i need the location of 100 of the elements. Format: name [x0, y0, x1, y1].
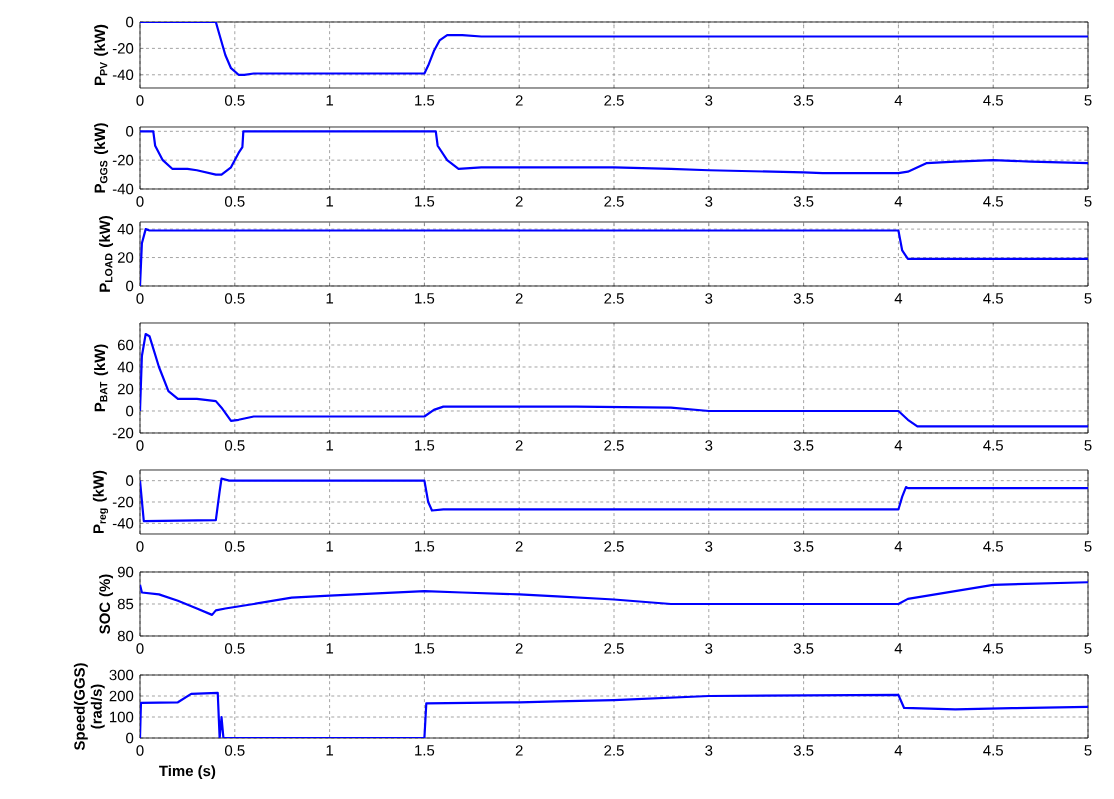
x-tick-label: 4: [894, 440, 903, 451]
y-tick-label: 100: [110, 711, 134, 723]
x-tick-label: 0.5: [224, 745, 245, 756]
x-tick-label: 2.5: [604, 95, 624, 106]
x-tick-label: 0.5: [224, 95, 245, 106]
x-tick-label: 3: [705, 745, 713, 756]
y-tick-label: 85: [117, 598, 134, 610]
x-tick-label: 3: [705, 95, 713, 106]
x-tick-label: 0: [136, 196, 144, 207]
x-tick-label: 0.5: [224, 541, 245, 552]
x-tick-label: 5: [1084, 440, 1092, 451]
y-axis-title: Speed(GGS) (rad/s): [73, 663, 105, 751]
x-tick-label: 0.5: [224, 293, 245, 304]
x-tick-label: 5: [1084, 745, 1092, 756]
y-axis-title: P$_{PV}$ (kW): [94, 24, 109, 85]
y-tick-label: 90: [117, 566, 134, 578]
y-tick-label: -20: [112, 496, 134, 508]
x-tick-label: 2: [515, 440, 523, 451]
x-tick-label: 2: [515, 196, 523, 207]
x-tick-label: 3: [705, 643, 713, 654]
x-tick-label: 2: [515, 745, 523, 756]
x-tick-label: 3: [705, 293, 713, 304]
y-tick-label: 0: [126, 16, 134, 28]
x-tick-label: 5: [1084, 293, 1092, 304]
x-tick-label: 5: [1084, 643, 1092, 654]
y-tick-label: 20: [117, 383, 134, 395]
x-tick-label: 4: [894, 293, 903, 304]
x-tick-label: 1: [326, 541, 334, 552]
x-tick-label: 0.5: [224, 440, 245, 451]
y-tick-label: -20: [112, 154, 134, 166]
y-tick-label: -40: [112, 69, 134, 81]
x-tick-label: 4.5: [983, 745, 1003, 756]
x-tick-label: 5: [1084, 541, 1092, 552]
x-tick-label: 4.5: [983, 440, 1003, 451]
x-tick-label: 2.5: [604, 745, 624, 756]
y-tick-label: 0: [126, 405, 134, 417]
y-tick-label: 0: [126, 732, 134, 744]
x-tick-label: 3.5: [793, 440, 814, 451]
x-tick-label: 1: [326, 643, 334, 654]
x-tick-label: 0: [136, 541, 144, 552]
y-tick-label: 80: [117, 630, 134, 642]
y-tick-label: 60: [117, 339, 134, 351]
y-tick-label: 0: [126, 126, 134, 137]
x-tick-label: 2: [515, 541, 523, 552]
x-tick-label: 4.5: [983, 95, 1003, 106]
x-tick-label: 0: [136, 440, 144, 451]
x-tick-label: 1.5: [415, 95, 435, 106]
x-tick-label: 4: [894, 745, 903, 756]
x-tick-label: 3.5: [793, 643, 814, 654]
line-series: [140, 691, 1089, 738]
x-tick-label: 1.5: [415, 440, 435, 451]
x-tick-label: 4.5: [983, 541, 1003, 552]
x-tick-label: 1.5: [415, 541, 435, 552]
x-tick-label: 1.5: [415, 643, 435, 654]
x-tick-label: 4.5: [983, 196, 1003, 207]
x-tick-label: 3: [705, 196, 713, 207]
y-axis-title: P$_{reg}$ (kW): [92, 470, 109, 534]
x-tick-label: 3.5: [793, 541, 814, 552]
x-tick-label: 0.5: [224, 196, 245, 207]
x-tick-label: 1: [326, 293, 334, 304]
x-tick-label: 1: [326, 95, 334, 106]
y-axis-title: P$_{GGS}$ (kW): [94, 123, 109, 193]
y-axis-title: SOC (%): [99, 574, 114, 634]
x-tick-label: 2: [515, 643, 523, 654]
x-tick-label: 2.5: [604, 541, 624, 552]
x-tick-label: 1: [326, 196, 334, 207]
x-tick-label: 5: [1084, 95, 1092, 106]
x-tick-label: 3: [705, 440, 713, 451]
x-tick-label: 4.5: [983, 293, 1003, 304]
x-tick-label: 1.5: [415, 293, 435, 304]
x-tick-label: 2: [515, 95, 523, 106]
y-tick-label: -40: [112, 518, 134, 529]
x-tick-label: 4: [894, 196, 903, 207]
y-axis-title: P$_{LOAD}$ (kW): [99, 216, 114, 292]
x-tick-label: 3.5: [793, 196, 814, 207]
y-tick-label: -40: [112, 183, 134, 195]
x-tick-label: 5: [1084, 196, 1092, 207]
x-tick-label: 4: [894, 643, 903, 654]
x-tick-label: 3: [705, 541, 713, 552]
x-tick-label: 0: [136, 745, 144, 756]
x-tick-label: 4.5: [983, 643, 1003, 654]
y-tick-label: 0: [126, 475, 134, 486]
x-tick-label: 2: [515, 293, 523, 304]
x-tick-label: 1.5: [415, 745, 435, 756]
x-tick-label: 0: [136, 643, 144, 654]
x-tick-label: 0: [136, 95, 144, 106]
y-axis-title: P$_{BAT}$ (kW): [94, 344, 109, 412]
x-tick-label: 3.5: [793, 293, 814, 304]
x-tick-label: 2.5: [604, 440, 624, 451]
x-tick-label: 2.5: [604, 643, 624, 654]
x-tick-label: 3.5: [793, 745, 814, 756]
y-tick-label: -20: [112, 43, 134, 54]
y-tick-label: 0: [126, 280, 134, 292]
x-tick-label: 0.5: [224, 643, 245, 654]
x-tick-label: 1: [326, 440, 334, 451]
y-tick-label: 300: [109, 669, 134, 681]
y-tick-label: 40: [117, 223, 134, 235]
x-tick-label: 0: [136, 293, 144, 304]
y-tick-label: 200: [109, 690, 134, 702]
x-tick-label: 3.5: [793, 95, 814, 106]
